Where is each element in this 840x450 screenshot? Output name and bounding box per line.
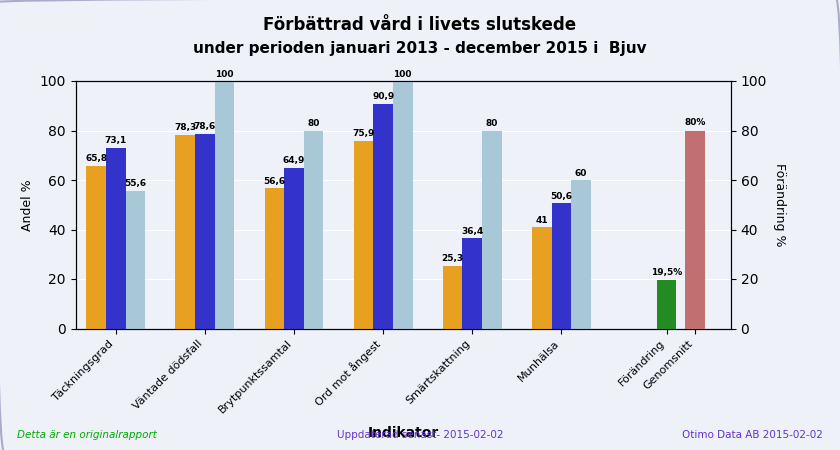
- Text: Detta är en originalrapport: Detta är en originalrapport: [17, 430, 157, 440]
- X-axis label: Indikator: Indikator: [368, 427, 438, 441]
- Text: 25,3: 25,3: [442, 254, 464, 263]
- Bar: [284, 168, 304, 328]
- Y-axis label: Förändring %: Förändring %: [774, 163, 786, 247]
- Bar: [571, 180, 591, 328]
- Text: Otimo Data AB 2015-02-02: Otimo Data AB 2015-02-02: [682, 430, 823, 440]
- Bar: [265, 189, 284, 328]
- Bar: [215, 81, 234, 328]
- Bar: [463, 238, 482, 328]
- Text: 56,6: 56,6: [263, 177, 286, 186]
- Text: 50,6: 50,6: [550, 192, 572, 201]
- Text: 75,9: 75,9: [352, 129, 375, 138]
- Text: 36,4: 36,4: [461, 227, 483, 236]
- Text: 90,9: 90,9: [372, 92, 394, 101]
- Text: 41: 41: [536, 216, 549, 225]
- Bar: [304, 130, 323, 328]
- Bar: [393, 81, 412, 328]
- Bar: [195, 134, 215, 328]
- Text: 78,6: 78,6: [194, 122, 216, 131]
- Text: under perioden januari 2013 - december 2015 i  Bjuv: under perioden januari 2013 - december 2…: [193, 40, 647, 55]
- Text: 80%: 80%: [685, 118, 706, 127]
- Text: 100: 100: [393, 69, 412, 78]
- Text: 73,1: 73,1: [105, 136, 127, 145]
- Text: 64,9: 64,9: [283, 157, 305, 166]
- Text: 65,8: 65,8: [85, 154, 108, 163]
- Text: 80: 80: [307, 119, 320, 128]
- Bar: [657, 280, 676, 328]
- Bar: [176, 135, 195, 328]
- Bar: [443, 266, 463, 328]
- Bar: [532, 227, 552, 328]
- Bar: [125, 191, 145, 328]
- Text: 60: 60: [575, 168, 587, 177]
- Y-axis label: Andel %: Andel %: [21, 179, 34, 230]
- Text: 80: 80: [486, 119, 498, 128]
- Bar: [685, 130, 705, 328]
- Bar: [354, 141, 373, 328]
- Text: 78,3: 78,3: [174, 123, 197, 132]
- Text: 19,5%: 19,5%: [651, 267, 682, 276]
- Text: Uppdaterad senast- 2015-02-02: Uppdaterad senast- 2015-02-02: [337, 430, 503, 440]
- Text: 100: 100: [215, 69, 234, 78]
- Bar: [552, 203, 571, 328]
- Bar: [106, 148, 125, 328]
- Bar: [87, 166, 106, 328]
- Bar: [482, 130, 501, 328]
- Text: Förbättrad vård i livets slutskede: Förbättrad vård i livets slutskede: [264, 16, 576, 34]
- Text: 55,6: 55,6: [124, 180, 146, 189]
- Bar: [373, 104, 393, 328]
